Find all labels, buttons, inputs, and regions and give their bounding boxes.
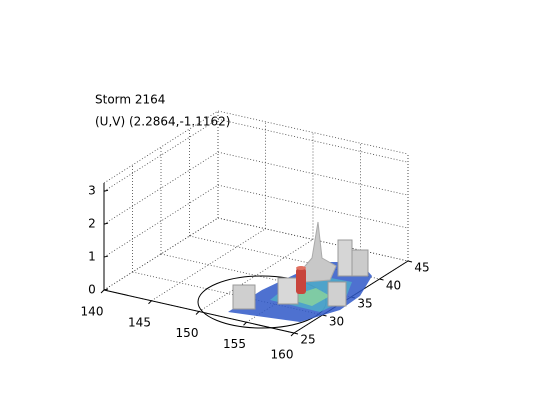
z-tick-label: 1 — [88, 250, 96, 264]
y-tick-label: 45 — [414, 261, 429, 275]
box-edge — [217, 110, 409, 155]
x-tick-label: 150 — [176, 326, 199, 340]
x-tick-label: 155 — [223, 337, 246, 351]
z-tick — [103, 255, 109, 258]
y-tick — [379, 278, 384, 281]
z-tick-label: 2 — [88, 217, 96, 231]
block — [232, 284, 256, 310]
block — [277, 277, 299, 305]
x-tick — [195, 311, 200, 315]
grid-line — [217, 118, 409, 163]
z-tick — [103, 189, 109, 192]
y-tick-label: 35 — [357, 297, 372, 311]
y-tick — [293, 332, 299, 335]
x-tick — [100, 289, 105, 294]
y-tick-label: 25 — [300, 333, 315, 347]
grid-line — [217, 184, 409, 229]
x-tick-label: 160 — [271, 348, 294, 362]
surface — [197, 221, 372, 329]
block — [337, 239, 353, 277]
peak — [296, 268, 306, 294]
spike — [299, 221, 337, 283]
y-tick — [322, 314, 327, 317]
y-tick — [407, 260, 413, 263]
x-tick-label: 145 — [128, 315, 151, 329]
peak-top — [296, 266, 306, 270]
x-tick — [148, 300, 152, 305]
x-tick-label: 140 — [81, 305, 104, 319]
block — [351, 249, 369, 277]
grid-line — [217, 217, 409, 262]
y-tick-label: 30 — [329, 315, 344, 329]
z-tick-label: 3 — [88, 184, 96, 198]
x-tick — [290, 332, 295, 337]
z-tick — [103, 288, 109, 291]
chart-subtitle: (U,V) (2.2864,-1.1162) — [95, 115, 230, 129]
z-tick — [103, 222, 109, 225]
chart-title: Storm 2164 — [95, 93, 165, 107]
grid-line — [217, 151, 409, 196]
x-tick — [243, 321, 247, 326]
block — [327, 281, 347, 307]
y-tick-label: 40 — [386, 279, 401, 293]
surface-high — [285, 288, 330, 306]
z-tick-label: 0 — [88, 283, 96, 297]
